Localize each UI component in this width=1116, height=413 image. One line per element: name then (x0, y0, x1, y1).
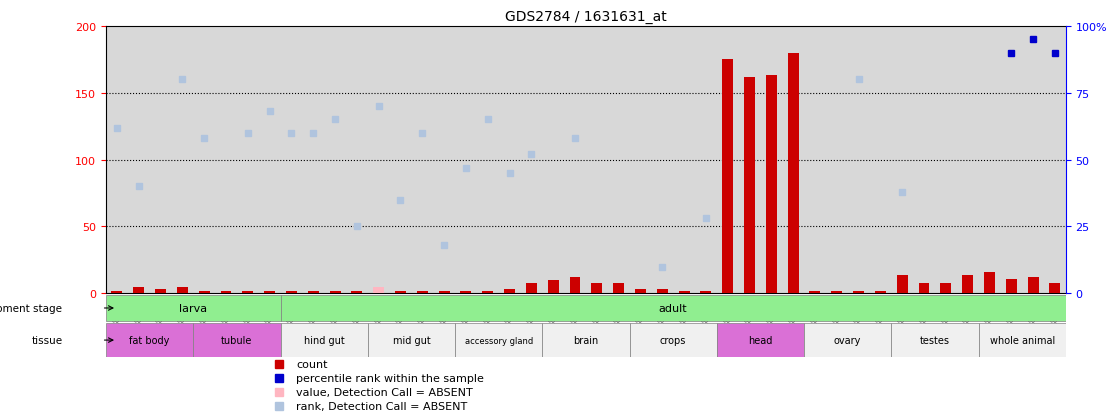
Bar (1049, 283, 1060, 294)
Text: brain: brain (574, 335, 598, 345)
Bar (984, 272, 994, 294)
Bar (788, 54, 799, 294)
Bar (548, 280, 559, 294)
Text: count: count (296, 359, 328, 369)
Text: hind gut: hind gut (304, 335, 345, 345)
Bar (439, 291, 450, 294)
Bar (155, 290, 166, 294)
Bar (918, 283, 930, 294)
Bar (199, 291, 210, 294)
Bar (875, 291, 886, 294)
Bar (635, 290, 646, 294)
Title: GDS2784 / 1631631_at: GDS2784 / 1631631_at (506, 10, 666, 24)
Bar (482, 291, 493, 294)
Bar (716, 324, 804, 357)
Bar (280, 324, 368, 357)
Text: accessory gland: accessory gland (464, 336, 532, 345)
Bar (892, 324, 979, 357)
Bar (744, 78, 754, 294)
Text: testes: testes (920, 335, 950, 345)
Bar (629, 324, 716, 357)
Text: development stage: development stage (0, 303, 62, 313)
Bar (897, 275, 907, 294)
Bar (853, 291, 864, 294)
Bar (112, 291, 123, 294)
Text: whole animal: whole animal (990, 335, 1055, 345)
Bar (831, 291, 843, 294)
Bar (701, 291, 711, 294)
Bar (657, 290, 667, 294)
Bar (1028, 278, 1039, 294)
Bar (569, 278, 580, 294)
Bar (264, 291, 275, 294)
Bar (308, 291, 319, 294)
Bar (766, 76, 777, 294)
Bar (809, 291, 820, 294)
Text: larva: larva (180, 303, 208, 313)
Bar (941, 283, 951, 294)
Text: tissue: tissue (31, 335, 62, 345)
Text: fat body: fat body (129, 335, 170, 345)
Bar (1006, 279, 1017, 294)
Text: rank, Detection Call = ABSENT: rank, Detection Call = ABSENT (296, 401, 468, 411)
Bar (106, 324, 193, 357)
Text: percentile rank within the sample: percentile rank within the sample (296, 373, 484, 383)
Bar (352, 291, 363, 294)
Text: ovary: ovary (834, 335, 862, 345)
Text: adult: adult (658, 303, 687, 313)
Bar (804, 324, 892, 357)
Bar (591, 283, 603, 294)
Bar (395, 291, 406, 294)
Bar (979, 324, 1066, 357)
Bar (286, 291, 297, 294)
Text: tubule: tubule (221, 335, 252, 345)
Bar (177, 287, 187, 294)
Text: crops: crops (660, 335, 686, 345)
Bar (329, 291, 340, 294)
Bar (106, 295, 280, 321)
Bar (679, 291, 690, 294)
Bar (504, 290, 514, 294)
Bar (193, 324, 280, 357)
Bar (417, 291, 427, 294)
Bar (455, 324, 542, 357)
Text: value, Detection Call = ABSENT: value, Detection Call = ABSENT (296, 387, 473, 397)
Bar (368, 324, 455, 357)
Bar (280, 295, 1066, 321)
Bar (373, 291, 384, 294)
Bar (526, 283, 537, 294)
Bar (613, 283, 624, 294)
Bar (722, 60, 733, 294)
Bar (242, 291, 253, 294)
Text: mid gut: mid gut (393, 335, 431, 345)
Bar (221, 291, 231, 294)
Bar (461, 291, 471, 294)
Bar (962, 275, 973, 294)
Text: head: head (748, 335, 772, 345)
Bar (373, 287, 384, 294)
Bar (133, 287, 144, 294)
Bar (542, 324, 629, 357)
